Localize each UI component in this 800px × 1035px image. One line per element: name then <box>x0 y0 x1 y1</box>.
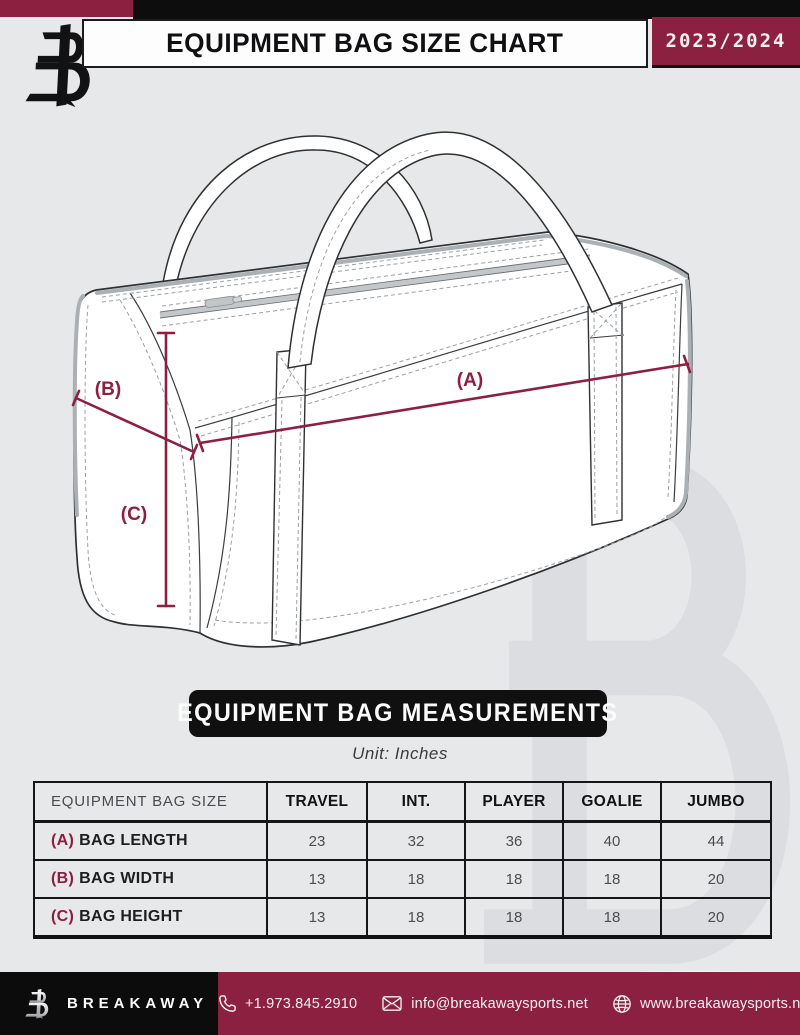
cell-height-jumbo: 20 <box>660 897 772 939</box>
footer: BREAKAWAY +1.973.845.2910 info@breakaway… <box>0 972 800 1035</box>
dimension-label-c: (C) <box>121 504 147 525</box>
cell-width-travel: 13 <box>266 859 368 899</box>
bag-strap-right <box>587 302 625 526</box>
col-header-travel: TRAVEL <box>266 781 368 823</box>
footer-phone[interactable]: +1.973.845.2910 <box>218 994 357 1013</box>
row-label-bag-height: BAG HEIGHT <box>79 908 183 925</box>
table-header-row: EQUIPMENT BAG SIZE TRAVEL INT. PLAYER GO… <box>33 781 772 823</box>
cell-height-player: 18 <box>464 897 564 939</box>
row-key-c: (C) <box>51 908 75 925</box>
measurements-banner: EQUIPMENT BAG MEASUREMENTS <box>177 690 617 737</box>
row-key-a: (A) <box>51 832 75 849</box>
page-title: EQUIPMENT BAG SIZE CHART <box>166 28 564 58</box>
row-label-bag-length: BAG LENGTH <box>79 832 188 849</box>
size-table: EQUIPMENT BAG SIZE TRAVEL INT. PLAYER GO… <box>33 781 772 939</box>
dimension-line-b <box>74 396 196 454</box>
cell-height-travel: 13 <box>266 897 368 939</box>
envelope-icon <box>381 994 403 1013</box>
bag-zipper <box>159 254 591 319</box>
page-title-box: EQUIPMENT BAG SIZE CHART <box>82 19 648 68</box>
top-accent-strip-black <box>133 0 800 19</box>
row-key-b: (B) <box>51 870 75 887</box>
cell-length-jumbo: 44 <box>660 820 772 861</box>
col-header-goalie: GOALIE <box>562 781 662 823</box>
front-handle-stitch <box>299 149 431 363</box>
cell-length-goalie: 40 <box>562 820 662 861</box>
bag-strap-left <box>271 348 307 646</box>
col-header-size: EQUIPMENT BAG SIZE <box>33 781 268 823</box>
table-row-bag-length: (A) BAG LENGTH 23 32 36 40 44 <box>33 820 772 861</box>
dimension-tick-b-right <box>189 443 199 461</box>
measurements-banner-label: EQUIPMENT BAG MEASUREMENTS <box>177 699 619 727</box>
unit-note: Unit: Inches <box>352 744 448 763</box>
cell-height-goalie: 18 <box>562 897 662 939</box>
zipper-pull <box>204 295 243 308</box>
dimension-tick-b-left <box>71 389 81 407</box>
season-label: 2023/2024 <box>665 30 787 52</box>
col-header-int: INT. <box>366 781 466 823</box>
footer-phone-number: +1.973.845.2910 <box>245 995 358 1012</box>
footer-email-address: info@breakawaysports.net <box>411 995 588 1012</box>
phone-icon <box>218 994 237 1013</box>
cell-height-int: 18 <box>366 897 466 939</box>
breakaway-logo-mark <box>25 24 90 108</box>
footer-website[interactable]: www.breakawaysports.net <box>612 994 800 1014</box>
top-accent-strip-maroon <box>0 0 133 17</box>
breakaway-logo-mark-footer <box>25 988 49 1019</box>
table-row-bag-width: (B) BAG WIDTH 13 18 18 18 20 <box>33 859 772 899</box>
bag-front-handle <box>287 131 614 369</box>
table-row-bag-height: (C) BAG HEIGHT 13 18 18 18 20 <box>33 897 772 939</box>
bag-illustration: (A) (B) (C) <box>71 131 693 648</box>
footer-brand-name: BREAKAWAY <box>67 995 209 1012</box>
season-badge: 2023/2024 <box>652 17 800 68</box>
footer-email[interactable]: info@breakawaysports.net <box>381 994 588 1013</box>
cell-width-int: 18 <box>366 859 466 899</box>
footer-brand-box: BREAKAWAY <box>0 972 218 1035</box>
bag-back-handle <box>162 135 433 287</box>
cell-length-player: 36 <box>464 820 564 861</box>
col-header-jumbo: JUMBO <box>660 781 772 823</box>
footer-contacts: +1.973.845.2910 info@breakawaysports.net <box>218 972 800 1035</box>
cell-length-travel: 23 <box>266 820 368 861</box>
footer-website-url: www.breakawaysports.net <box>639 995 800 1012</box>
cell-length-int: 32 <box>366 820 466 861</box>
dimension-tick-a-right <box>682 354 692 374</box>
dimension-tick-a-left <box>195 433 205 453</box>
row-label-bag-width: BAG WIDTH <box>79 870 175 887</box>
cell-width-jumbo: 20 <box>660 859 772 899</box>
dimension-label-b: (B) <box>95 379 121 400</box>
dimension-line-a <box>198 362 690 445</box>
dimension-label-a: (A) <box>457 370 483 391</box>
size-table-wrapper: EQUIPMENT BAG SIZE TRAVEL INT. PLAYER GO… <box>33 781 772 939</box>
bag-stitching <box>84 239 679 627</box>
cell-width-goalie: 18 <box>562 859 662 899</box>
col-header-player: PLAYER <box>464 781 564 823</box>
cell-width-player: 18 <box>464 859 564 899</box>
globe-icon <box>612 994 632 1014</box>
